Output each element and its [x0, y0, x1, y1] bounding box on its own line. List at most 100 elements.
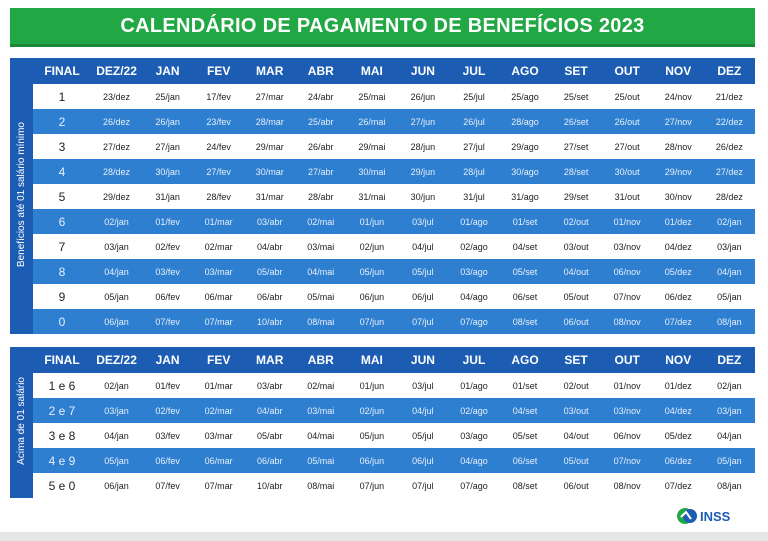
date-cell: 05/dez [652, 423, 704, 448]
date-cell: 26/set [550, 109, 602, 134]
date-cell: 08/set [499, 473, 551, 498]
date-cell: 03/fev [142, 423, 194, 448]
date-cell: 05/jan [703, 448, 755, 473]
final-cell: 1 [33, 84, 91, 109]
date-cell: 03/nov [601, 398, 653, 423]
date-cell: 30/jan [142, 159, 194, 184]
date-cell: 02/mai [295, 209, 347, 234]
date-cell: 25/abr [295, 109, 347, 134]
date-cell: 01/nov [601, 209, 653, 234]
date-cell: 03/abr [244, 373, 296, 398]
date-cell: 05/jun [346, 423, 398, 448]
table: Benefícios até 01 salário mínimo FINAL DEZ… [10, 58, 755, 334]
date-cell: 08/jan [703, 309, 755, 334]
date-cell: 17/fev [193, 84, 245, 109]
date-cell: 24/abr [295, 84, 347, 109]
date-cell: 29/jun [397, 159, 449, 184]
header-cell: FINAL [33, 347, 91, 373]
final-cell: 6 [33, 209, 91, 234]
date-cell: 28/fev [193, 184, 245, 209]
date-cell: 01/ago [448, 373, 500, 398]
final-cell: 5 [33, 184, 91, 209]
date-cell: 28/dez [91, 159, 143, 184]
header-cell: ABR [295, 347, 347, 373]
date-cell: 06/abr [244, 448, 296, 473]
date-cell: 08/nov [601, 473, 653, 498]
date-cell: 05/mai [295, 284, 347, 309]
date-cell: 06/mar [193, 284, 245, 309]
date-cell: 02/ago [448, 234, 500, 259]
date-cell: 07/nov [601, 448, 653, 473]
date-cell: 01/jun [346, 373, 398, 398]
logo-text: INSS [700, 508, 731, 524]
date-cell: 02/mar [193, 234, 245, 259]
header-cell: JUN [397, 347, 449, 373]
date-cell: 27/nov [652, 109, 704, 134]
date-cell: 02/jan [703, 373, 755, 398]
date-cell: 10/abr [244, 473, 296, 498]
side-label: Acima de 01 salário [16, 377, 27, 465]
date-cell: 30/ago [499, 159, 551, 184]
date-cell: 04/mai [295, 259, 347, 284]
date-cell: 25/mai [346, 84, 398, 109]
header-cell: JAN [142, 347, 194, 373]
date-cell: 28/jun [397, 134, 449, 159]
final-cell: 0 [33, 309, 91, 334]
date-cell: 26/dez [91, 109, 143, 134]
date-cell: 02/jan [91, 209, 143, 234]
date-cell: 02/ago [448, 398, 500, 423]
date-cell: 06/jun [346, 284, 398, 309]
date-cell: 07/nov [601, 284, 653, 309]
date-cell: 24/fev [193, 134, 245, 159]
date-cell: 04/jan [91, 259, 143, 284]
date-cell: 06/abr [244, 284, 296, 309]
date-cell: 28/ago [499, 109, 551, 134]
date-cell: 05/jan [703, 284, 755, 309]
date-cell: 06/mar [193, 448, 245, 473]
header-cell: JUL [448, 58, 500, 84]
date-cell: 01/mar [193, 373, 245, 398]
table: Acima de 01 salário FINAL DEZ/22 JAN FEV MAR A… [10, 347, 755, 498]
date-cell: 04/ago [448, 448, 500, 473]
final-cell: 9 [33, 284, 91, 309]
date-cell: 26/jul [448, 109, 500, 134]
header-cell: DEZ/22 [91, 347, 143, 373]
date-cell: 08/nov [601, 309, 653, 334]
side-label: Benefícios até 01 salário mínimo [16, 121, 27, 268]
date-cell: 29/ago [499, 134, 551, 159]
date-cell: 31/jan [142, 184, 194, 209]
date-cell: 01/nov [601, 373, 653, 398]
date-cell: 07/fev [142, 473, 194, 498]
header-cell: SET [550, 58, 602, 84]
date-cell: 25/jul [448, 84, 500, 109]
date-cell: 06/jan [91, 473, 143, 498]
date-cell: 01/mar [193, 209, 245, 234]
header-cell: SET [550, 347, 602, 373]
date-cell: 03/jul [397, 209, 449, 234]
date-cell: 31/mar [244, 184, 296, 209]
date-cell: 05/out [550, 284, 602, 309]
header-cell: MAR [244, 58, 296, 84]
date-cell: 07/dez [652, 309, 704, 334]
header-cell: OUT [601, 58, 653, 84]
date-cell: 07/jun [346, 473, 398, 498]
date-cell: 03/nov [601, 234, 653, 259]
date-cell: 02/out [550, 209, 602, 234]
date-cell: 04/abr [244, 398, 296, 423]
title: CALENDÁRIO DE PAGAMENTO DE BENEFÍCIOS 20… [120, 14, 645, 37]
final-cell: 7 [33, 234, 91, 259]
row: 2 26/dez 26/jan 23/fev 28/mar 25/abr 26/mai 27/… [10, 109, 755, 134]
date-cell: 04/ago [448, 284, 500, 309]
row: 4 e 9 05/jan 06/fev 06/mar 06/abr 05/mai 06/ju… [10, 448, 755, 473]
date-cell: 30/jun [397, 184, 449, 209]
header-cell: ABR [295, 58, 347, 84]
date-cell: 27/abr [295, 159, 347, 184]
row: 5 e 0 06/jan 07/fev 07/mar 10/abr 08/mai 07/ju… [10, 473, 755, 498]
header-row: Acima de 01 salário FINAL DEZ/22 JAN FEV MAR A… [10, 347, 755, 498]
date-cell: 07/mar [193, 309, 245, 334]
date-cell: 05/jul [397, 423, 449, 448]
date-cell: 05/jan [91, 284, 143, 309]
date-cell: 08/mai [295, 309, 347, 334]
date-cell: 06/fev [142, 448, 194, 473]
header-cell: MAI [346, 347, 398, 373]
